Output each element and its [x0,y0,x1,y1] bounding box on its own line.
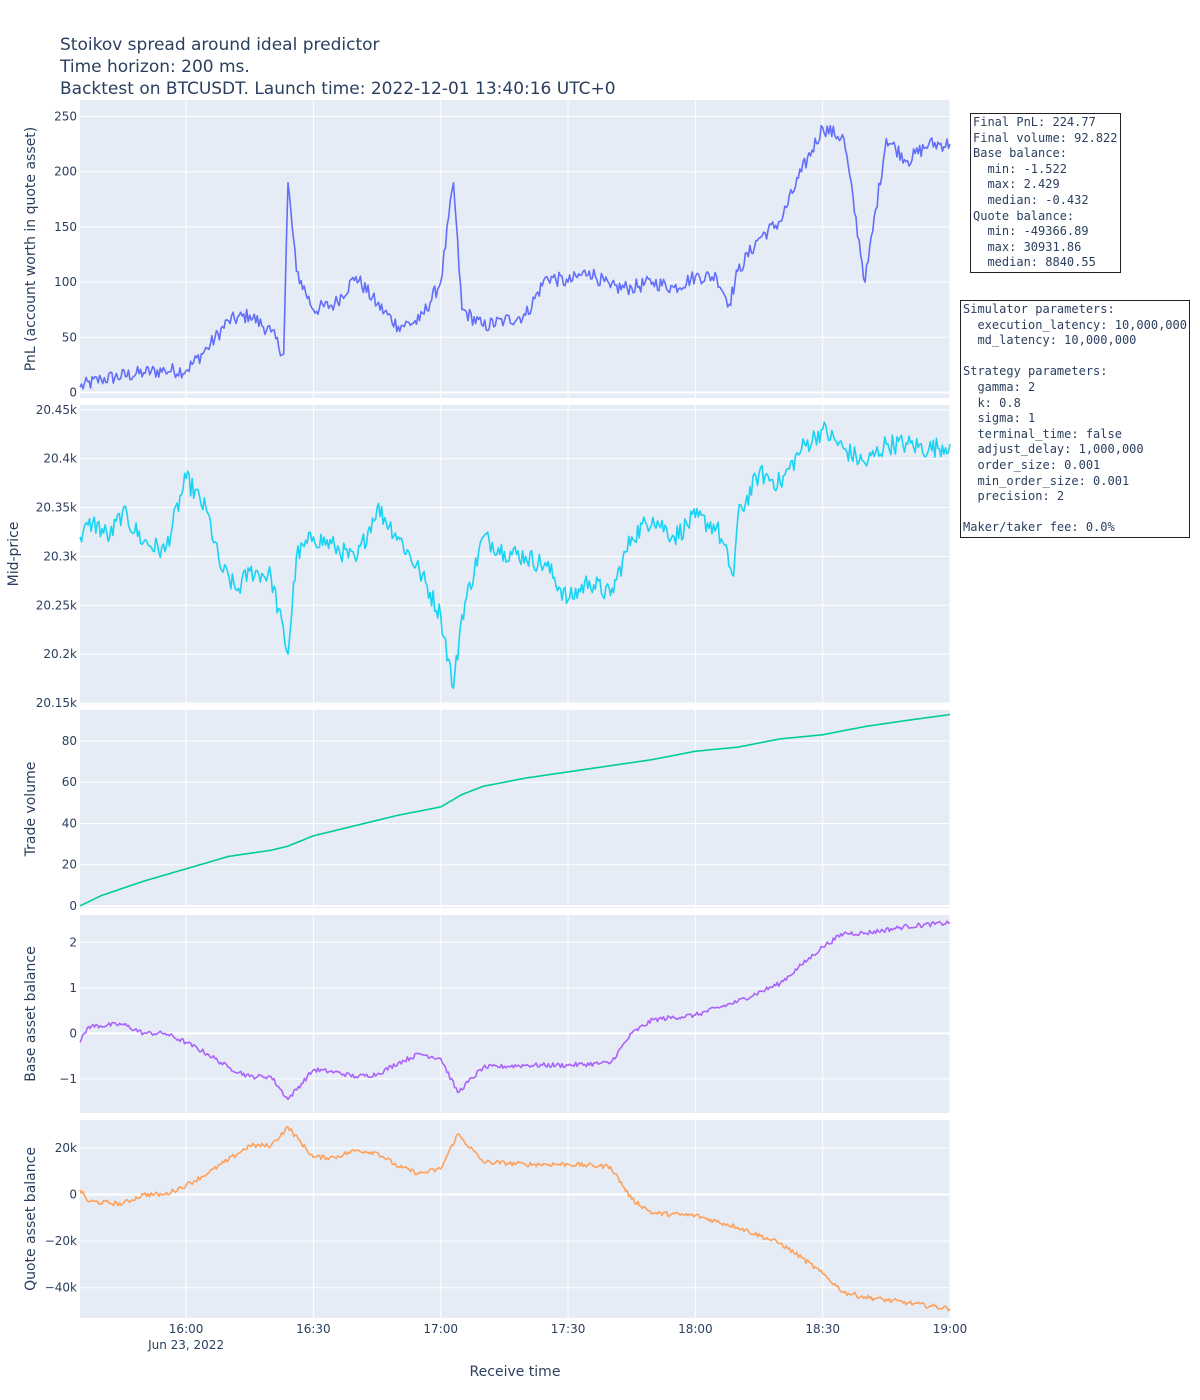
title-line-3: Backtest on BTCUSDT. Launch time: 2022-1… [60,79,616,99]
y-tick-label-trade-volume-3: 60 [62,775,77,789]
y-tick-label-pnl-0: 0 [69,385,77,399]
params-line-14: Maker/taker fee: 0.0% [963,520,1115,535]
summary-line-5: median: -0.432 [973,192,1089,207]
y-tick-label-quote-balance-1: −20k [45,1234,77,1248]
params-line-8: terminal_time: false [963,426,1122,441]
y-tick-label-mid-price-4: 20.35k [36,501,77,515]
y-tick-label-pnl-5: 250 [54,110,77,124]
params-line-13 [963,505,1187,521]
y-tick-label-trade-volume-4: 80 [62,734,77,748]
y-tick-label-mid-price-2: 20.25k [36,598,77,612]
y-tick-label-pnl-3: 150 [54,220,77,234]
params-line-9: adjust_delay: 1,000,000 [963,442,1144,457]
y-tick-label-pnl-1: 50 [62,330,77,344]
y-tick-label-pnl-4: 200 [54,165,77,179]
y-tick-label-mid-price-6: 20.45k [36,403,77,417]
y-tick-label-base-balance-1: 0 [69,1026,77,1040]
y-tick-label-mid-price-5: 20.4k [43,452,77,466]
params-line-11: min_order_size: 0.001 [963,473,1130,488]
series-line-base-balance [79,920,951,1101]
y-tick-label-base-balance-3: 2 [69,935,77,949]
y-tick-label-base-balance-2: 1 [69,981,77,995]
series-line-mid-price [79,421,951,690]
summary-line-9: median: 8840.55 [973,255,1096,270]
series-line-trade-volume [79,713,951,907]
x-date-label: Jun 23, 2022 [147,1338,224,1352]
summary-line-4: max: 2.429 [973,177,1060,192]
params-line-0: Simulator parameters: [963,302,1115,316]
params-line-2: md_latency: 10,000,000 [963,333,1137,348]
y-tick-label-mid-price-3: 20.3k [43,549,77,563]
y-tick-label-mid-price-1: 20.2k [43,647,77,661]
summary-line-3: min: -1.522 [973,161,1067,176]
x-axis-title: Receive time [470,1364,561,1380]
params-line-12: precision: 2 [963,489,1065,504]
params-line-6: k: 0.8 [963,395,1021,410]
title-line-1: Stoikov spread around ideal predictor [60,35,380,55]
params-line-10: order_size: 0.001 [963,457,1101,472]
plot-area-base-balance [80,915,950,1113]
summary-line-0: Final PnL: 224.77 [973,115,1096,129]
y-tick-label-trade-volume-2: 40 [62,816,77,830]
x-tick-label-0: 16:00 [169,1322,204,1336]
y-tick-label-mid-price-0: 20.15k [36,696,77,710]
y-axis-title-base-balance: Base asset balance [23,946,39,1081]
plot-area-trade-volume [80,710,950,908]
y-tick-label-quote-balance-2: 0 [69,1188,77,1202]
plot-area-quote-balance [80,1120,950,1318]
x-tick-label-2: 17:00 [423,1322,458,1336]
title-line-2: Time horizon: 200 ms. [60,57,250,77]
y-axis-title-quote-balance: Quote asset balance [23,1147,39,1291]
y-tick-label-trade-volume-0: 0 [69,899,77,913]
y-tick-label-base-balance-0: −1 [59,1072,77,1086]
x-tick-label-1: 16:30 [296,1322,331,1336]
plot-area-pnl [80,100,950,398]
y-tick-label-pnl-2: 100 [54,275,77,289]
x-tick-label-5: 18:30 [805,1322,840,1336]
y-tick-label-quote-balance-0: −40k [45,1281,77,1295]
summary-line-7: min: -49366.89 [973,224,1089,239]
y-axis-title-mid-price: Mid-price [6,522,22,587]
y-axis-title-trade-volume: Trade volume [23,762,39,858]
summary-line-6: Quote balance: [973,208,1075,223]
y-tick-label-trade-volume-1: 20 [62,858,77,872]
params-line-7: sigma: 1 [963,411,1036,426]
series-line-quote-balance [79,1126,951,1312]
summary-box: Final PnL: 224.77 Final volume: 92.822 Bas… [970,113,1121,273]
summary-line-1: Final volume: 92.822 [973,130,1118,145]
x-tick-label-6: 19:00 [933,1322,968,1336]
params-line-1: execution_latency: 10,000,000 [963,317,1187,332]
x-tick-label-3: 17:30 [551,1322,586,1336]
y-axis-title-pnl: PnL (account worth in quote asset) [23,127,39,371]
params-line-5: gamma: 2 [963,379,1036,394]
params-line-4: Strategy parameters: [963,364,1108,379]
summary-line-8: max: 30931.86 [973,239,1082,254]
y-tick-label-quote-balance-3: 20k [55,1141,77,1155]
plot-area-mid-price [80,405,950,703]
x-tick-label-4: 18:00 [678,1322,713,1336]
chart-title: Stoikov spread around ideal predictor Ti… [60,34,616,100]
parameters-box: Simulator parameters: execution_latency:… [960,300,1190,538]
params-line-3 [963,349,1187,365]
summary-line-2: Base balance: [973,146,1067,161]
series-line-pnl [79,124,951,390]
